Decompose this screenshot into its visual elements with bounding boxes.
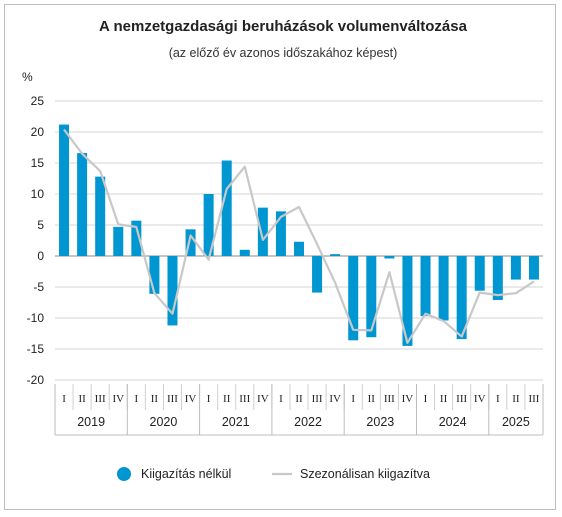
bar [510,256,521,280]
bar [167,256,178,326]
legend-label-line: Szezonálisan kiigazítva [300,467,430,481]
legend-label-bars: Kiigazítás nélkül [141,467,231,481]
bar-series [59,124,539,346]
year-label: 2022 [294,415,322,429]
year-label: 2024 [439,415,467,429]
grid [55,100,543,381]
y-axis-label: % [22,70,33,84]
y-tick-label: 0 [37,249,44,263]
y-axis: 25 20 15 10 5 0 -5 -10 -15 -20 [27,94,45,387]
bar [203,194,214,256]
bar [366,256,377,338]
y-tick-label: 25 [31,94,45,108]
bar [492,256,503,301]
quarter-tick-label: I [351,393,355,405]
line-series [63,128,535,344]
bar [59,124,70,256]
y-tick-label: 15 [31,156,45,170]
quarter-tick-label: I [62,393,66,405]
quarter-tick-label: III [456,393,467,405]
quarter-tick-label: I [496,393,500,405]
quarter-tick-label: III [167,393,178,405]
bar [221,160,232,256]
bar [257,207,268,256]
quarter-tick-label: IV [474,393,486,405]
quarter-tick-label: II [440,393,448,405]
y-tick-label: 10 [31,187,45,201]
quarter-tick-label: II [223,393,231,405]
bar [438,256,449,321]
bar [185,229,196,256]
quarter-tick-label: II [512,393,520,405]
quarter-tick-label: II [78,393,86,405]
bar [131,220,142,256]
year-label: 2021 [222,415,250,429]
quarter-tick-label: III [312,393,323,405]
legend-marker-bars [117,467,131,481]
bar [384,256,395,259]
bar [275,211,286,256]
bar [528,256,539,280]
quarter-tick-label: IV [402,393,414,405]
y-tick-label: -20 [27,373,45,387]
bar [312,256,323,293]
year-label: 2023 [366,415,394,429]
bar [149,256,160,294]
y-tick-label: 5 [37,218,44,232]
quarter-tick-label: III [528,393,539,405]
bar [95,176,106,256]
quarter-tick-label: IV [329,393,341,405]
bar [402,256,413,346]
quarter-tick-label: II [151,393,159,405]
quarter-tick-label: III [239,393,250,405]
bar [77,153,88,256]
quarter-tick-label: III [95,393,106,405]
year-label: 2025 [502,415,530,429]
bar [294,241,304,256]
y-tick-label: -10 [27,311,45,325]
bar [456,256,467,340]
bar [420,256,431,317]
quarter-tick-label: I [424,393,428,405]
bar [348,256,359,341]
x-axis: I II III IV I II III IV I II III IV I II III IV I II III IV… [54,384,544,436]
quarter-tick-label: III [384,393,395,405]
y-tick-label: -5 [33,280,44,294]
quarter-tick-label: I [134,393,138,405]
y-tick-label: -15 [27,342,45,356]
quarter-tick-label: I [207,393,211,405]
quarter-tick-label: II [368,393,376,405]
bar [474,256,485,291]
quarter-tick-label: IV [257,393,269,405]
bar [330,254,341,256]
bar [239,249,250,256]
year-label: 2019 [77,415,105,429]
quarter-tick-label: IV [185,393,197,405]
quarter-tick-label: II [295,393,303,405]
quarter-tick-label: I [279,393,283,405]
series-line [63,128,535,344]
y-tick-label: 20 [31,125,45,139]
bar [113,226,124,256]
chart-title: A nemzetgazdasági beruházások volumenvál… [99,18,468,35]
year-label: 2020 [150,415,178,429]
legend: Kiigazítás nélkül Szezonálisan kiigazítva [117,467,430,481]
quarter-tick-label: IV [112,393,124,405]
chart-subtitle: (az előző év azonos időszakához képest) [169,46,398,60]
